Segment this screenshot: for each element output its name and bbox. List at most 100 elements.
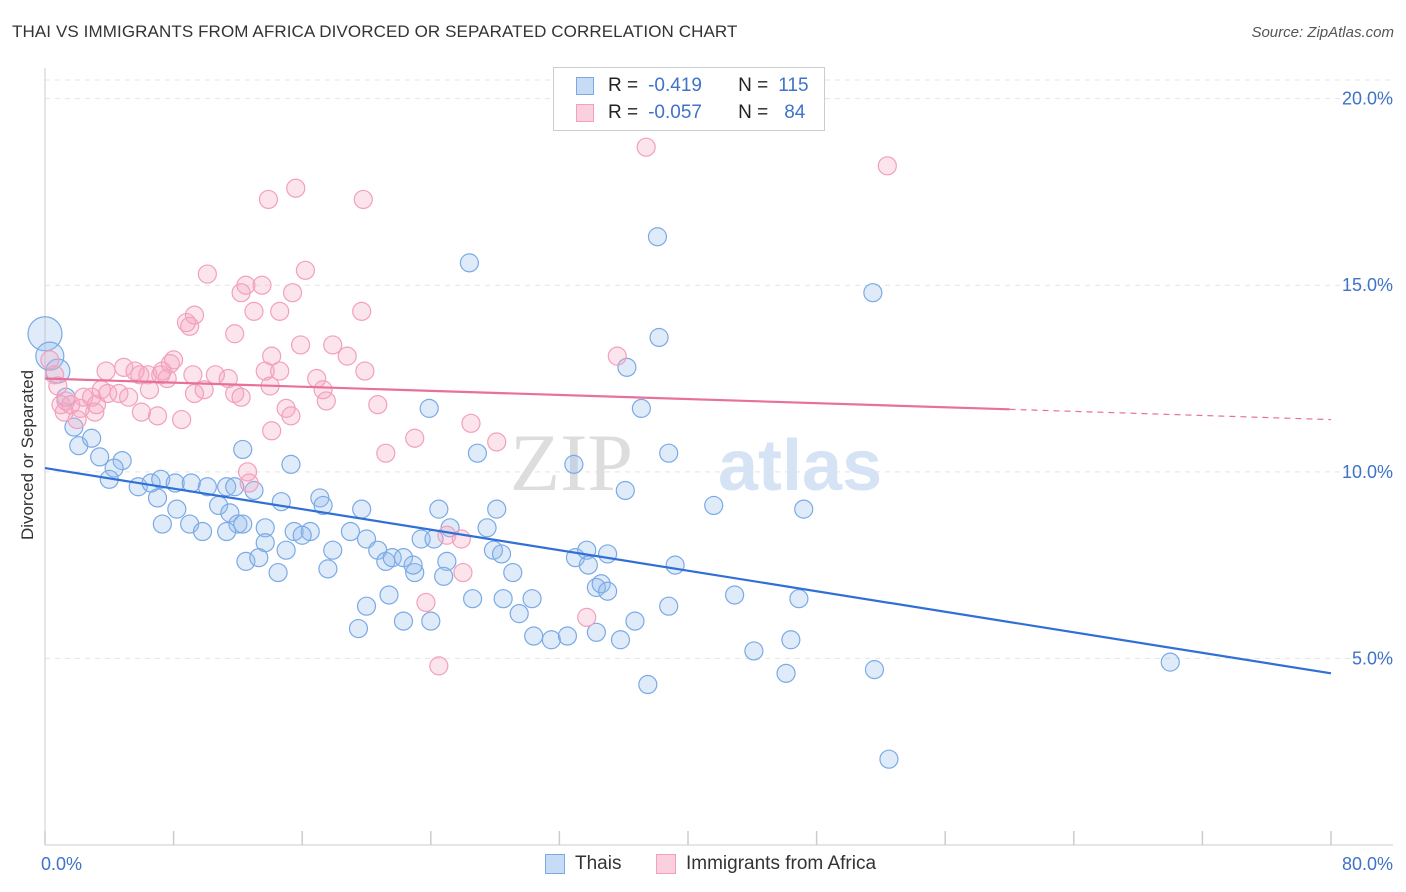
africa-point [416,592,436,613]
thais-point [276,540,296,560]
africa-point [270,301,290,321]
africa-point [184,383,205,404]
africa-point [368,395,388,415]
thais-point [35,341,65,371]
thais-legend-swatch [545,854,565,874]
thais-point [405,562,425,583]
thais-point [879,749,899,769]
thais-point [578,555,598,575]
r-value: -0.057 [648,102,702,123]
africa-point [577,607,597,627]
thais-point [382,548,402,568]
africa-point [244,301,264,321]
n-label: N = [738,75,769,96]
thais-point [509,604,529,624]
legend-item-thais[interactable]: Thais [545,850,621,878]
thais-point [393,611,414,631]
thais-point [393,548,414,568]
thais-point [419,398,439,418]
thais-point [152,514,172,534]
thais-point [794,499,814,519]
thais-point [524,626,544,646]
thais-point [352,499,372,519]
africa-point [337,346,357,366]
thais-point [487,499,507,519]
africa-point [255,361,275,381]
thais-point [744,641,764,661]
thais-point [217,521,237,542]
africa-point [48,376,68,396]
africa-point [487,432,507,452]
africa-point [636,137,656,157]
africa-point [40,350,60,370]
thais-point [557,626,578,646]
thais-point [403,555,423,575]
trend-lines [44,377,1332,675]
africa-point [236,275,256,295]
thais-point [249,548,269,568]
x-tick-label: 80.0% [1342,854,1393,874]
africa-point [316,391,336,411]
africa-point [131,402,152,422]
africa-point [172,409,192,430]
watermark-atlas: atlas [718,426,882,506]
thais-point [647,227,668,247]
thais-point [649,327,669,348]
watermark-zip: ZIP [510,417,633,508]
africa-point [376,443,396,463]
africa-point [353,189,373,210]
y-axis-label: Divorced or Separated [18,370,37,540]
thais-point [625,611,645,631]
thais-point [665,555,685,575]
thais-point [503,562,523,583]
thais-point [292,525,312,545]
thais-point [462,589,483,609]
africa-point [607,346,627,366]
africa-point [183,365,203,385]
thais-point [789,589,809,609]
thais-point [281,454,301,474]
thais-point [268,562,288,583]
africa-point [313,380,333,400]
africa-swatch [576,104,594,122]
africa-point [281,406,301,426]
africa-point [67,409,87,430]
thais-point [181,473,201,493]
thais-point [434,566,454,586]
y-tick-label: 10.0% [1342,462,1393,482]
africa-point [270,361,290,381]
thais-point [591,574,611,594]
thais-point [90,447,110,467]
thais-point [586,622,606,642]
africa-legend-label: Immigrants from Africa [686,853,877,874]
chart-title: THAI VS IMMIGRANTS FROM AFRICA DIVORCED … [12,22,738,41]
africa-point [286,178,306,198]
axes [44,68,1393,846]
n-value: 115 [778,75,809,96]
stats-row-thais: R = -0.419 N = 115 [576,73,809,99]
thais-point [564,454,584,474]
legend-item-africa[interactable]: Immigrants from Africa [656,850,876,878]
thais-point [313,495,333,516]
thais-point [522,589,542,609]
africa-point [98,383,118,404]
thais-point [228,514,248,534]
thais-point [167,499,187,519]
africa-point [352,301,372,321]
data-points [27,137,1180,769]
thais-point [233,514,253,534]
africa-point [355,361,375,381]
thais-point [598,581,618,601]
thais-point [379,585,399,605]
africa-point [114,357,134,377]
thais-point [197,477,217,497]
thais-point [147,488,168,508]
africa-point [295,260,316,280]
thais-point [217,477,237,497]
africa-point [147,406,168,426]
thais-point [255,518,275,538]
thais-point [725,585,745,605]
stats-row-africa: R = -0.057 N = 84 [576,100,805,126]
thais-point [776,663,796,683]
thais-point [864,660,885,680]
